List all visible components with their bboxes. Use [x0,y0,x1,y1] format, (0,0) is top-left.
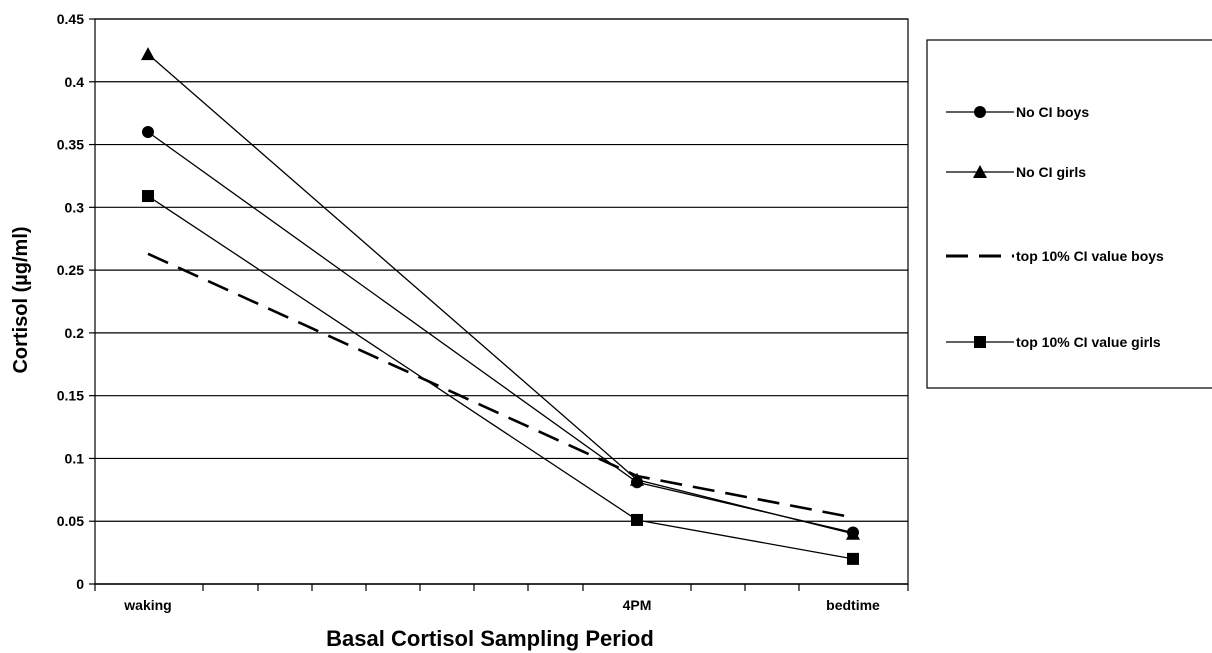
data-point-s2-1 [141,47,155,61]
y-axis-title: Cortisol (µg/ml) [10,226,32,373]
plot-frame [94,18,909,585]
grid-layer [95,18,908,522]
label-layer: 0 0.05 0.1 0.15 0.2 0.25 0.3 0.35 0.4 0.45 waking 4… [57,11,880,613]
legend-marker-2 [973,165,987,178]
legend-label-2: No CI girls [1016,164,1086,180]
data-point-s4-2 [631,513,643,526]
series-line-1 [147,131,854,534]
legend-label-4: top 10% CI value girls [1016,334,1161,350]
legend-marker-1 [974,106,986,118]
y-tick-label: 0.3 [65,199,85,215]
axis-layer [89,18,909,591]
y-tick-label: 0.1 [65,450,85,466]
y-tick-label: 0.4 [65,74,85,90]
legend-layer: No CI boys No CI girls top 10% CI value bo… [926,39,1212,389]
y-tick-label: 0.35 [57,137,84,153]
legend-marker-4 [974,336,986,348]
x-tick-label: 4PM [623,597,652,613]
y-tick-label: 0.45 [57,11,84,27]
legend-label-3: top 10% CI value boys [1016,248,1164,264]
y-tick-label: 0.05 [57,513,84,529]
x-tick-label: waking [123,597,171,613]
data-point-s4-1 [142,190,154,203]
data-point-s1-1 [142,126,154,138]
x-axis-title: Basal Cortisol Sampling Period [326,626,654,651]
x-tick-label: bedtime [826,597,880,613]
y-tick-label: 0.2 [65,325,85,341]
y-tick-label: 0.15 [57,388,84,404]
series-layer [147,53,854,560]
y-tick-label: 0 [76,576,84,592]
legend-label-1: No CI boys [1016,104,1089,120]
series-line-3 [147,252,854,519]
y-tick-label: 0.25 [57,262,84,278]
data-point-s4-3 [847,552,859,565]
data-point-s2-3 [846,526,860,540]
legend-box [926,39,1212,389]
marker-layer [141,47,860,565]
series-line-4 [147,195,854,560]
series-line-2 [147,53,854,535]
data-point-s2-2 [630,472,644,486]
